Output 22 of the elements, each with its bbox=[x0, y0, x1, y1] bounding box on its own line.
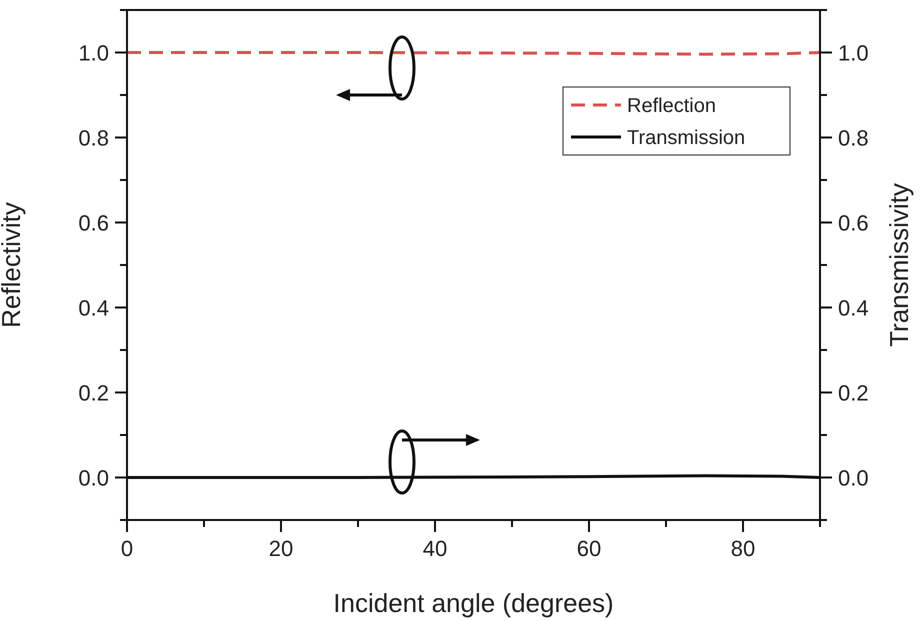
y-tick-label: 0.4 bbox=[78, 296, 109, 320]
y-tick-label: 0.2 bbox=[78, 380, 109, 406]
y2-tick-label: 0.6 bbox=[838, 210, 869, 236]
y-tick-label: 0.0 bbox=[78, 466, 109, 490]
x-tick-label: 20 bbox=[268, 536, 294, 561]
y-axis-title: Reflectivity bbox=[0, 202, 26, 328]
x-tick-label: 40 bbox=[422, 536, 448, 561]
x-tick-label: 0 bbox=[120, 536, 134, 561]
y-tick-label: 1.0 bbox=[78, 40, 109, 66]
y-tick-label: 0.8 bbox=[78, 126, 109, 150]
y2-tick-label: 0.2 bbox=[838, 380, 869, 406]
x-tick-label: 60 bbox=[576, 536, 602, 561]
y2-tick-label: 0.4 bbox=[838, 296, 869, 320]
y2-tick-label: 0.8 bbox=[838, 126, 869, 150]
legend-label: Transmission bbox=[627, 127, 746, 149]
y2-axis-title: Transmissivity bbox=[884, 183, 914, 347]
y2-tick-label: 0.0 bbox=[838, 466, 869, 490]
y-tick-label: 0.6 bbox=[78, 210, 109, 236]
x-tick-label: 80 bbox=[730, 536, 756, 561]
legend-label: Reflection bbox=[627, 95, 716, 117]
y2-tick-label: 1.0 bbox=[838, 40, 869, 66]
x-axis-title: Incident angle (degrees) bbox=[333, 588, 614, 618]
